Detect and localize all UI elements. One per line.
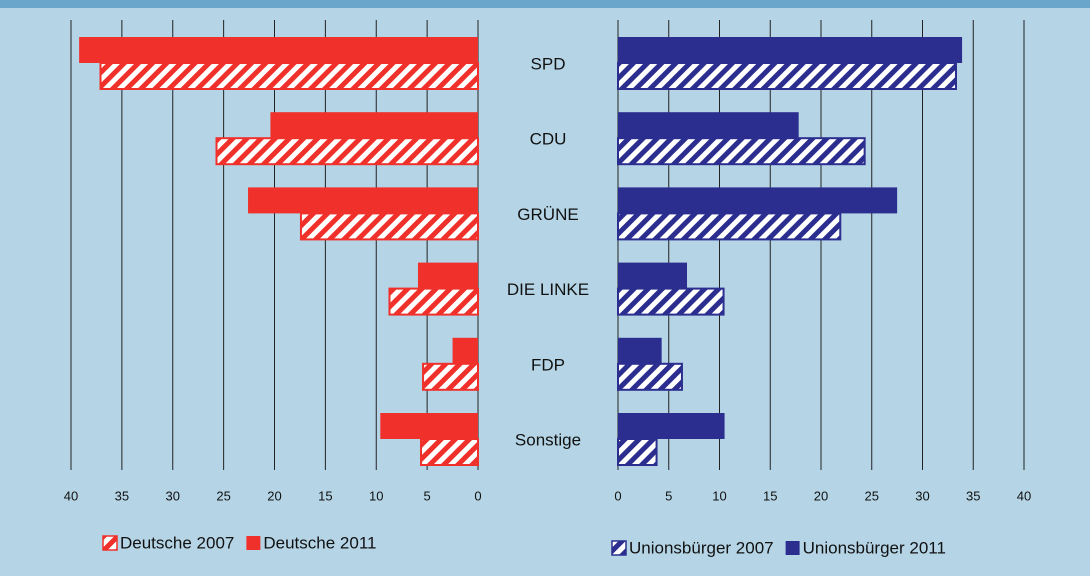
category-label: DIE LINKE (507, 280, 589, 299)
bar (452, 337, 478, 364)
legend-label: Unionsbürger 2011 (803, 538, 946, 557)
x-tick-label: 5 (665, 488, 672, 503)
x-tick-label: 0 (614, 488, 621, 503)
x-tick-label: 35 (966, 488, 980, 503)
legend-label: Unionsbürger 2007 (629, 538, 774, 557)
x-tick-label: 5 (424, 488, 431, 503)
bar (618, 187, 898, 214)
x-tick-label: 15 (318, 488, 332, 503)
x-tick-label: 20 (814, 488, 828, 503)
bar (215, 137, 479, 166)
bar (618, 262, 688, 289)
bar (99, 62, 479, 90)
bar (420, 438, 479, 466)
x-tick-label: 35 (115, 488, 129, 503)
category-label: FDP (531, 355, 565, 374)
bar (79, 37, 478, 63)
x-tick-label: 15 (763, 488, 777, 503)
bar (617, 212, 842, 241)
bar (617, 287, 725, 316)
bar (618, 337, 662, 364)
legend-label: Deutsche 2011 (263, 533, 376, 552)
bar (270, 112, 478, 139)
bar (417, 262, 478, 289)
bar (299, 212, 479, 241)
bar (618, 37, 963, 63)
x-tick-label: 20 (267, 488, 281, 503)
legend-swatch (611, 540, 627, 556)
bar (617, 438, 658, 466)
category-label: CDU (530, 130, 567, 149)
x-tick-label: 0 (474, 488, 481, 503)
bar (422, 362, 479, 391)
x-tick-label: 25 (216, 488, 230, 503)
bar (618, 112, 799, 139)
x-tick-label: 40 (1017, 488, 1031, 503)
bar (617, 62, 957, 90)
x-tick-label: 30 (915, 488, 929, 503)
top-band (0, 0, 1090, 8)
x-tick-label: 10 (712, 488, 726, 503)
legend-label: Deutsche 2007 (120, 533, 234, 552)
x-tick-label: 25 (865, 488, 879, 503)
legend-swatch (102, 535, 118, 551)
bar (617, 137, 866, 166)
bar (617, 362, 683, 391)
bar (380, 413, 478, 439)
legend-swatch (785, 541, 800, 555)
bar (388, 287, 480, 316)
category-label: Sonstige (515, 430, 581, 449)
x-tick-label: 40 (64, 488, 78, 503)
category-label: GRÜNE (517, 205, 578, 224)
bar (248, 187, 478, 214)
legend-swatch (246, 536, 261, 550)
x-tick-label: 30 (166, 488, 180, 503)
x-tick-label: 10 (369, 488, 383, 503)
bar (618, 413, 725, 439)
category-label: SPD (531, 54, 566, 73)
